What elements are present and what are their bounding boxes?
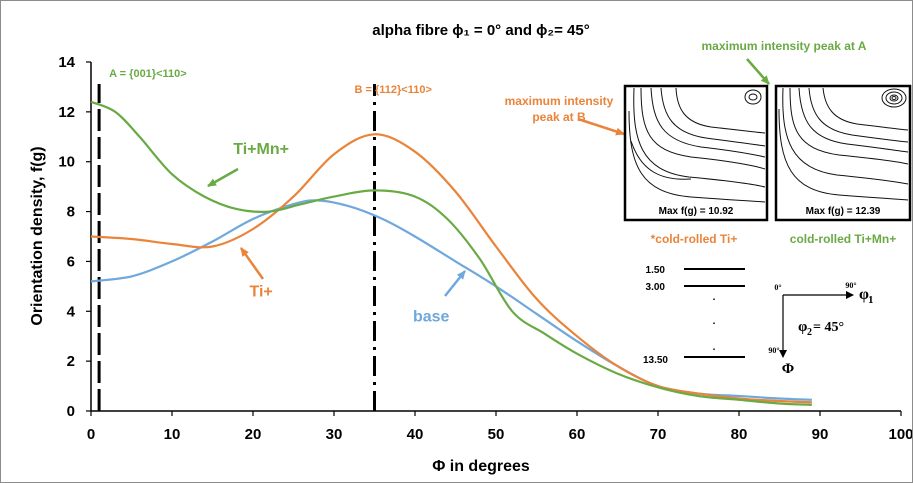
peak-b-annotation-line1: maximum intensity: [505, 94, 614, 108]
y-axis-label: Orientation density, f(g): [29, 146, 46, 325]
y-tick-labels: 0 2 4 6 8 10 12 14: [58, 54, 91, 420]
inset-contours: [628, 87, 766, 203]
peak-a-annotation: maximum intensity peak at A: [702, 39, 867, 53]
big-phi-symbol: Φ: [782, 361, 794, 377]
contour-level-3: 13.50: [643, 355, 668, 366]
origin-label: 0°: [774, 283, 781, 292]
base-arrow: [444, 270, 466, 297]
vertical-marker-label: A = {001}<110>: [109, 68, 187, 80]
y-tick-label: 10: [58, 154, 75, 171]
y-tick-label: 2: [67, 353, 75, 370]
phi1-end-label: 90°: [845, 281, 856, 290]
series-line-base: [90, 199, 812, 401]
series-line-ti-: [90, 133, 812, 404]
vertical-marker-label: B = {112}<110>: [355, 84, 432, 96]
inset-cold-rolled-ti: Max f(g) = 10.92: [623, 84, 769, 222]
y-tick-label: 12: [58, 104, 75, 121]
y-tick-label: 4: [67, 303, 76, 320]
vertical-markers: A = {001}<110> B = {112}<110>: [97, 68, 432, 411]
y-tick-label: 6: [67, 253, 75, 270]
x-tick-label: 70: [650, 426, 667, 443]
x-tick-label: 10: [164, 426, 181, 443]
x-tick-label: 30: [326, 426, 343, 443]
x-tick-label: 100: [888, 426, 912, 443]
ti-mn-arrow: [207, 167, 239, 188]
inset-caption-ti-mn: cold-rolled Ti+Mn+: [790, 232, 896, 246]
phi2-symbol: φ: [798, 319, 807, 335]
peak-b-arrow: [577, 117, 625, 136]
inset-caption-ti: *cold-rolled Ti+: [651, 232, 738, 246]
inset-max-label: Max f(g) = 12.39: [806, 206, 881, 217]
series-label: base: [413, 308, 450, 325]
inset-cold-rolled-ti-mn: Max f(g) = 12.39: [774, 84, 912, 222]
inset-contours: [778, 87, 909, 201]
contour-dot-1: .: [713, 292, 716, 303]
phi2-value: = 45°: [813, 320, 844, 335]
series-label: Ti+Mn+: [233, 141, 289, 158]
x-tick-label: 50: [488, 426, 505, 443]
big-phi-end-label: 90°: [768, 346, 779, 355]
chart-title: alpha fibre ϕ₁ = 0° and ϕ₂= 45°: [372, 22, 589, 39]
peak-b-annotation-line2: peak at B: [532, 110, 586, 124]
x-tick-labels: 0 10 20 30 40 50 60 70 80 90 100: [87, 411, 912, 443]
contour-level-legend: 1.50 3.00 . . . 13.50: [643, 265, 745, 366]
phi1-subscript: 1: [868, 294, 874, 306]
contour-dot-2: .: [713, 316, 716, 327]
x-tick-label: 90: [812, 426, 829, 443]
phi1-symbol: φ: [859, 286, 869, 303]
series-labels: Ti+Mn+ Ti+ base: [233, 141, 449, 325]
inset-max-label: Max f(g) = 10.92: [659, 206, 734, 217]
contour-dot-3: .: [713, 342, 716, 353]
peak-a-arrow: [746, 58, 770, 85]
x-tick-label: 40: [407, 426, 424, 443]
x-tick-label: 0: [87, 426, 95, 443]
y-tick-label: 8: [67, 204, 75, 221]
phi2-subscript: 2: [807, 327, 812, 338]
series-lines: [90, 100, 812, 406]
y-tick-label: 0: [67, 403, 75, 420]
series-line-ti-mn-: [90, 100, 812, 406]
series-label: Ti+: [249, 283, 272, 300]
inset-frame: [774, 84, 912, 222]
x-axis-label: Φ in degrees: [432, 458, 530, 475]
contour-level-2: 3.00: [646, 282, 666, 293]
x-tick-label: 20: [245, 426, 262, 443]
x-tick-label: 80: [731, 426, 748, 443]
ti-arrow: [239, 247, 265, 280]
x-tick-label: 60: [569, 426, 586, 443]
contour-level-1: 1.50: [646, 265, 666, 276]
y-tick-label: 14: [58, 54, 75, 71]
orientation-key: 0° 90° φ 1 90° Φ φ 2 = 45°: [768, 281, 873, 377]
